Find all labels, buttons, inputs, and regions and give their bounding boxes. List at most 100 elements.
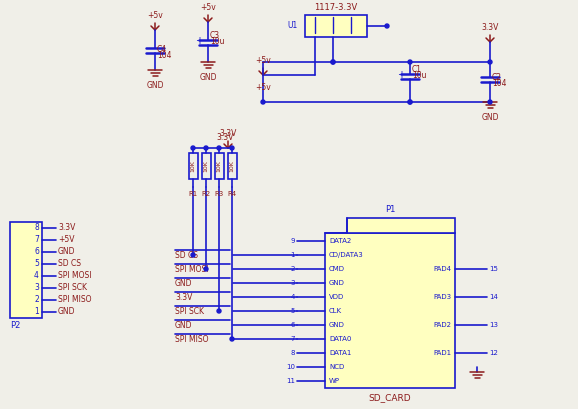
Text: 9: 9: [291, 238, 295, 244]
Text: GND: GND: [146, 81, 164, 90]
Circle shape: [331, 60, 335, 64]
Circle shape: [191, 146, 195, 150]
Circle shape: [408, 100, 412, 104]
Circle shape: [217, 146, 221, 150]
Text: +5v: +5v: [200, 3, 216, 12]
Text: 10u: 10u: [210, 38, 224, 47]
Text: P2: P2: [10, 321, 20, 330]
Bar: [347, 218, 455, 233]
Text: 104: 104: [492, 79, 506, 88]
Text: GND: GND: [58, 247, 76, 256]
Circle shape: [488, 100, 492, 104]
Text: 3: 3: [291, 280, 295, 286]
Text: 14: 14: [489, 294, 498, 300]
Text: R2: R2: [202, 191, 210, 197]
Text: 3.3V: 3.3V: [219, 129, 236, 138]
Bar: [202, 153, 211, 179]
Text: C1: C1: [412, 65, 422, 74]
Text: GND: GND: [199, 72, 217, 81]
Text: 5: 5: [291, 308, 295, 314]
Text: 10K: 10K: [217, 160, 221, 172]
Text: R1: R1: [188, 191, 198, 197]
Text: C3: C3: [210, 31, 220, 40]
Circle shape: [230, 337, 234, 341]
Text: 13: 13: [489, 322, 498, 328]
Text: 8: 8: [291, 350, 295, 356]
Text: SPI MOSI: SPI MOSI: [175, 265, 209, 274]
Circle shape: [385, 24, 389, 28]
Circle shape: [230, 146, 234, 150]
Text: 6: 6: [34, 247, 39, 256]
Text: 8: 8: [34, 223, 39, 232]
Circle shape: [217, 309, 221, 313]
Text: 7: 7: [34, 236, 39, 245]
Text: +: +: [397, 70, 405, 80]
Text: 3.3V: 3.3V: [217, 133, 234, 142]
Text: SPI SCK: SPI SCK: [58, 283, 87, 292]
Text: 7: 7: [291, 336, 295, 342]
Text: SPI MISO: SPI MISO: [175, 335, 209, 344]
Text: 3.3V: 3.3V: [58, 223, 75, 232]
Text: GND: GND: [329, 280, 345, 286]
Text: 1: 1: [291, 252, 295, 258]
Bar: [10, 222, 42, 318]
Text: SD CS: SD CS: [58, 259, 81, 268]
Text: U1: U1: [287, 22, 297, 31]
Text: 2: 2: [34, 295, 39, 304]
Circle shape: [191, 253, 195, 257]
Text: 4: 4: [34, 272, 39, 281]
Text: 10K: 10K: [191, 160, 195, 172]
Text: 3.3V: 3.3V: [175, 292, 192, 301]
Text: SD_CARD: SD_CARD: [369, 393, 412, 402]
Text: 6: 6: [291, 322, 295, 328]
Text: PAD4: PAD4: [433, 266, 451, 272]
Bar: [228, 153, 237, 179]
Text: SD CS: SD CS: [175, 250, 198, 259]
Text: CLK: CLK: [329, 308, 342, 314]
Text: 3.3V: 3.3V: [481, 23, 499, 32]
Text: 12: 12: [489, 350, 498, 356]
Text: 4: 4: [291, 294, 295, 300]
Text: CD/DATA3: CD/DATA3: [329, 252, 364, 258]
Text: DATA0: DATA0: [329, 336, 351, 342]
Circle shape: [331, 60, 335, 64]
Text: VDD: VDD: [329, 294, 344, 300]
Text: PAD1: PAD1: [433, 350, 451, 356]
Text: 10: 10: [286, 364, 295, 370]
Circle shape: [204, 267, 208, 271]
Text: PAD2: PAD2: [433, 322, 451, 328]
Text: P1: P1: [385, 205, 395, 214]
Text: +5v: +5v: [255, 56, 271, 65]
Text: CMD: CMD: [329, 266, 345, 272]
Circle shape: [408, 60, 412, 64]
Bar: [189, 153, 198, 179]
Text: 15: 15: [489, 266, 498, 272]
Text: +5V: +5V: [58, 236, 75, 245]
Text: 1117-3.3V: 1117-3.3V: [314, 4, 358, 13]
Text: R4: R4: [227, 191, 236, 197]
Text: 2: 2: [291, 266, 295, 272]
Text: GND: GND: [481, 112, 499, 121]
Text: DATA2: DATA2: [329, 238, 351, 244]
Text: WP: WP: [329, 378, 340, 384]
Text: SPI MISO: SPI MISO: [58, 295, 91, 304]
Text: GND: GND: [329, 322, 345, 328]
Text: +5v: +5v: [147, 11, 163, 20]
Text: R3: R3: [214, 191, 224, 197]
Text: C4: C4: [157, 45, 167, 54]
Text: 10K: 10K: [229, 160, 235, 172]
Text: 104: 104: [157, 50, 172, 59]
Bar: [305, 15, 367, 37]
Text: 10K: 10K: [203, 160, 209, 172]
Text: GND: GND: [58, 308, 76, 317]
Text: C2: C2: [492, 74, 502, 83]
Text: 3: 3: [34, 283, 39, 292]
Bar: [325, 233, 455, 388]
Text: SPI MOSI: SPI MOSI: [58, 272, 91, 281]
Circle shape: [488, 60, 492, 64]
Text: 11: 11: [286, 378, 295, 384]
Text: 1: 1: [34, 308, 39, 317]
Text: 10u: 10u: [412, 72, 427, 81]
Text: DATA1: DATA1: [329, 350, 351, 356]
Circle shape: [261, 100, 265, 104]
